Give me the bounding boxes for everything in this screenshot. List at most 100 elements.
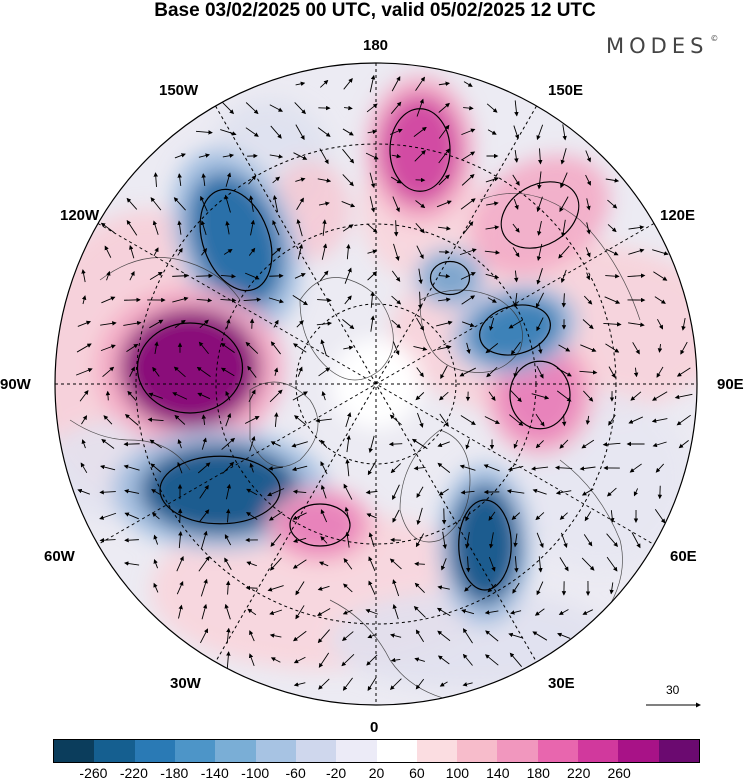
wind-arrow — [198, 509, 210, 523]
wind-arrow — [81, 439, 86, 449]
wind-arrow — [437, 441, 450, 448]
wind-arrow — [390, 463, 401, 474]
wind-arrow — [436, 320, 453, 327]
wind-arrow — [416, 245, 424, 260]
wind-arrow — [629, 463, 642, 473]
wind-arrow — [610, 510, 615, 523]
wind-arrow — [484, 250, 501, 255]
wind-arrow — [538, 342, 543, 355]
wind-arrow — [295, 581, 305, 596]
wind-arrow — [367, 677, 377, 692]
wind-arrow — [250, 219, 255, 236]
wind-arrow — [341, 201, 356, 208]
wind-arrow — [628, 248, 645, 255]
wind-arrow — [220, 342, 235, 354]
wind-arrow — [579, 370, 598, 375]
coastline — [249, 381, 319, 468]
wind-arrow — [244, 272, 260, 280]
colorbar-tick-label: 100 — [445, 765, 470, 781]
wind-arrow — [676, 367, 691, 377]
wind-arrow — [439, 681, 448, 687]
wind-arrow — [633, 367, 639, 378]
wind-arrow — [369, 172, 376, 189]
wind-arrow — [415, 76, 425, 91]
reference-vector-value: 30 — [666, 683, 680, 697]
wind-arrow — [318, 561, 329, 567]
wind-arrow — [579, 466, 596, 471]
wind-arrow — [342, 148, 355, 164]
wind-arrow — [176, 580, 184, 595]
wind-arrow — [77, 488, 90, 495]
wind-arrow — [268, 466, 283, 471]
wind-arrow — [226, 651, 231, 668]
wind-arrow — [583, 295, 593, 305]
wind-arrow — [389, 678, 402, 690]
wind-arrow — [291, 441, 308, 448]
wind-arrow — [102, 366, 115, 378]
wind-arrow — [628, 416, 644, 424]
wind-arrow — [225, 220, 230, 235]
wind-arrow — [200, 628, 208, 644]
wind-arrow — [317, 608, 331, 616]
wind-arrow — [124, 414, 139, 426]
wind-arrow — [152, 220, 159, 235]
wind-arrow — [148, 392, 163, 399]
wind-arrow — [390, 657, 401, 663]
wind-arrow — [557, 632, 571, 639]
wind-arrow — [602, 442, 621, 447]
wind-arrow — [459, 367, 476, 377]
wind-arrow — [294, 415, 306, 425]
wind-arrow — [489, 317, 495, 331]
wind-arrow — [416, 486, 424, 499]
wind-arrow — [225, 172, 232, 187]
wind-arrow — [221, 437, 236, 450]
positive-anomaly-center — [470, 155, 610, 275]
wind-arrow — [225, 483, 232, 500]
brand-copyright-mark: © — [710, 34, 719, 43]
wind-arrow — [511, 512, 521, 520]
wind-arrow — [224, 603, 231, 620]
wind-arrow — [536, 124, 544, 141]
wind-arrow — [365, 489, 378, 495]
wind-arrow — [608, 414, 616, 426]
wind-arrow — [201, 414, 207, 425]
wind-arrow — [270, 125, 282, 139]
wind-arrow — [608, 366, 616, 379]
wind-arrow — [297, 366, 303, 377]
wind-arrow — [341, 654, 355, 667]
wind-arrow — [606, 556, 618, 572]
wind-arrow — [220, 367, 235, 377]
wind-arrow — [173, 197, 186, 211]
wind-arrow — [149, 319, 164, 329]
graticule — [55, 63, 697, 705]
wind-arrow — [390, 633, 402, 638]
lon-label-150e: 150E — [548, 82, 584, 99]
wind-arrow — [466, 342, 471, 354]
wind-arrow — [652, 441, 667, 448]
wind-arrow — [459, 464, 476, 471]
wind-arrow — [123, 464, 140, 471]
wind-arrow — [438, 488, 449, 496]
wind-arrow — [562, 124, 567, 141]
wind-arrow — [487, 129, 497, 135]
wind-arrow — [389, 558, 402, 570]
wind-arrow — [365, 152, 379, 160]
wind-arrow — [105, 390, 111, 401]
wind-arrow — [342, 319, 355, 330]
wind-arrow — [605, 178, 620, 183]
wind-arrow — [200, 220, 207, 235]
wind-arrow — [392, 341, 400, 356]
wind-arrow — [293, 682, 306, 687]
wind-arrow — [269, 609, 283, 615]
wind-arrow — [201, 173, 206, 187]
wind-arrow — [415, 222, 425, 234]
colorbar-tick-label: 60 — [409, 765, 425, 781]
wind-arrow — [484, 654, 499, 666]
wind-arrow — [99, 490, 116, 495]
wind-arrow — [392, 604, 399, 620]
wind-arrow — [366, 513, 377, 519]
wind-arrow — [436, 607, 451, 617]
wind-arrow — [656, 366, 664, 378]
wind-arrow — [536, 317, 544, 332]
wind-arrow — [556, 390, 572, 402]
